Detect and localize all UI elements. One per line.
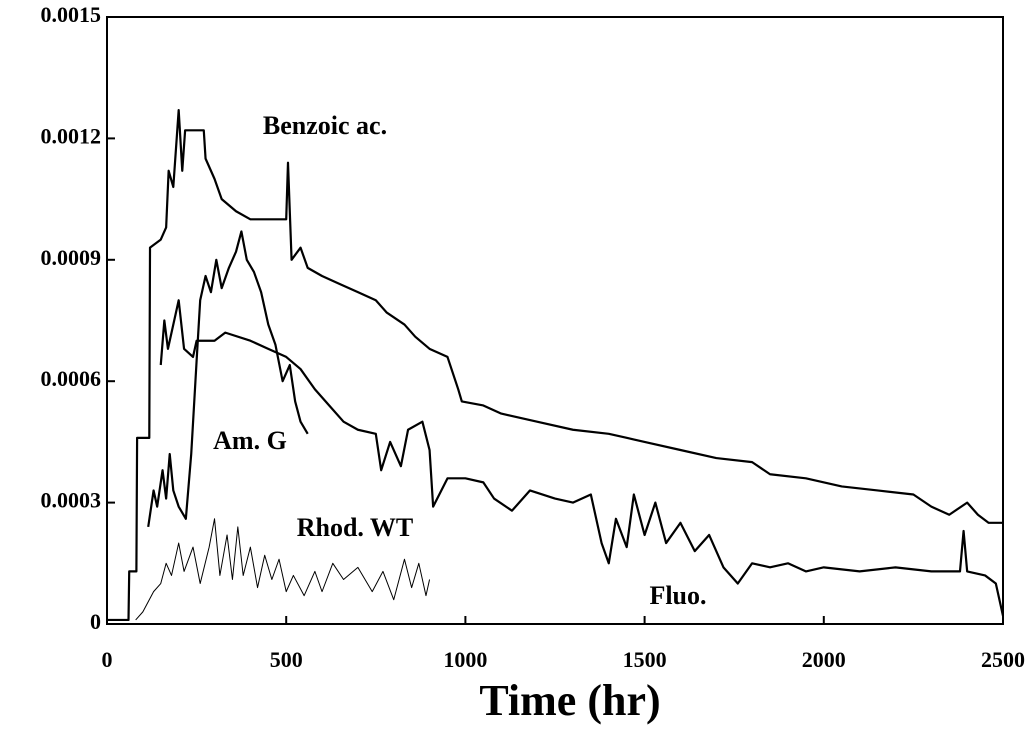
y-tick-label: 0.0015 <box>41 2 102 27</box>
x-tick-label: 1500 <box>623 647 667 672</box>
series-line <box>159 299 1005 617</box>
x-tick-label: 1000 <box>443 647 487 672</box>
y-tick-label: 0.0012 <box>41 123 102 148</box>
plot-frame <box>106 16 1004 625</box>
series-line <box>135 518 431 621</box>
x-tick-label: 0 <box>102 647 113 672</box>
series-line <box>147 230 309 528</box>
y-tick-label: 0.0009 <box>41 245 102 270</box>
y-tick-label: 0 <box>90 609 101 634</box>
series-line <box>107 108 1003 622</box>
series-label: Rhod. WT <box>297 513 414 542</box>
x-axis-label: Time (hr) <box>479 676 660 725</box>
series-label: Am. G <box>213 426 287 455</box>
x-tick-label: 500 <box>270 647 303 672</box>
y-tick-label: 0.0003 <box>41 488 102 513</box>
series-label: Fluo. <box>649 581 706 610</box>
series-label: Benzoic ac. <box>263 111 387 140</box>
y-tick-label: 0.0006 <box>41 366 102 391</box>
x-tick-label: 2000 <box>802 647 846 672</box>
x-tick-label: 2500 <box>981 647 1025 672</box>
